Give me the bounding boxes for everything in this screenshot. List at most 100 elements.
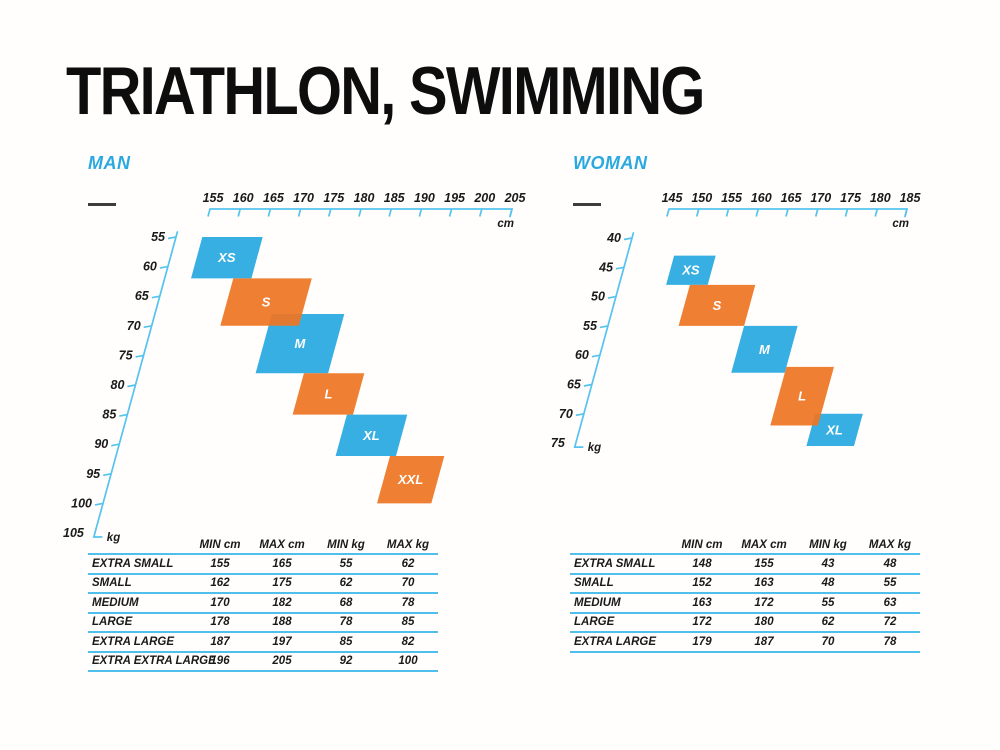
cm-tick-label: 170: [810, 191, 831, 205]
cm-axis-tick: [237, 208, 242, 217]
cm-tick-label: 165: [263, 191, 285, 205]
cm-axis-tick: [478, 208, 483, 217]
cm-tick-label: 155: [203, 191, 225, 205]
size-row-label: SMALL: [92, 577, 132, 590]
section-label-woman: WOMAN: [573, 153, 648, 173]
size-value-cell: 85: [401, 616, 415, 629]
size-region-xxl: [377, 456, 445, 504]
cm-tick-label: 160: [751, 191, 772, 205]
table-row: LARGE 178 188 78 85: [88, 614, 438, 633]
size-value-cell: 78: [401, 596, 415, 609]
kg-axis-tick: [102, 472, 112, 477]
kg-axis-tick: [143, 324, 152, 329]
kg-axis-tick: [127, 384, 136, 388]
cm-axis-tick: [297, 208, 302, 217]
cm-tick-label: 155: [721, 191, 743, 205]
size-value-cell: 55: [883, 577, 897, 590]
size-value-cell: 48: [883, 557, 897, 570]
man-size-chart: 155 160 165 170 175 180 185 190 195 200 205 cm 55 60 6…: [63, 191, 527, 544]
kg-axis-tick: [599, 325, 609, 329]
size-region-label-m: M: [759, 342, 771, 357]
size-region-label-m: M: [295, 336, 307, 351]
size-value-cell: 163: [692, 596, 712, 609]
cm-axis-tick: [695, 208, 700, 217]
kg-tick-label: 70: [559, 407, 573, 421]
size-value-cell: 43: [821, 557, 835, 570]
size-value-cell: 92: [339, 655, 353, 668]
size-value-cell: 162: [210, 577, 230, 590]
size-value-cell: 82: [401, 635, 415, 648]
cm-tick-label: 190: [414, 191, 435, 205]
size-value-cell: 188: [272, 616, 292, 629]
cm-axis-tick: [358, 208, 362, 217]
kg-tick-label: 45: [598, 260, 614, 274]
cm-axis-tick: [755, 208, 760, 217]
size-value-cell: 62: [401, 557, 415, 570]
kg-axis-tick: [119, 413, 128, 417]
cm-axis-tick: [448, 208, 453, 217]
table-header-cell: MAX cm: [259, 539, 305, 551]
size-value-cell: 187: [210, 635, 230, 648]
table-header-row: MIN cm MAX cm MIN kg MAX kg: [88, 536, 438, 555]
woman-size-chart: 145 150 155 160 165 170 175 180 185 cm 40 45 50 55 60 6…: [551, 191, 922, 454]
kg-axis-unit: kg: [107, 532, 120, 544]
size-value-cell: 63: [883, 596, 897, 609]
table-row: EXTRA EXTRA LARGE 196 205 92 100: [88, 653, 438, 672]
size-value-cell: 62: [821, 616, 835, 629]
table-header-cell: MAX kg: [386, 539, 430, 551]
cm-axis-tick: [388, 208, 393, 217]
size-region-xl: [335, 414, 408, 456]
size-value-cell: 148: [692, 557, 712, 570]
table-row: EXTRA SMALL 155 165 55 62: [88, 555, 438, 575]
kg-tick-label: 65: [135, 289, 150, 303]
size-region-l: [292, 373, 365, 415]
size-value-cell: 178: [210, 616, 230, 629]
size-value-cell: 163: [754, 577, 774, 590]
kg-tick-label: 85: [102, 408, 117, 422]
cm-axis-tick: [904, 208, 908, 217]
cm-axis-tick: [418, 208, 423, 217]
size-value-cell: 55: [339, 557, 353, 570]
size-region-m: [255, 314, 345, 374]
cm-axis-unit: cm: [892, 218, 909, 230]
size-row-label: LARGE: [92, 616, 133, 629]
cm-tick-label: 185: [900, 191, 922, 205]
size-value-cell: 68: [339, 596, 353, 609]
size-value-cell: 196: [210, 655, 230, 668]
size-row-label: EXTRA LARGE: [574, 635, 656, 648]
size-row-label: MEDIUM: [92, 596, 139, 609]
cm-axis-tick: [844, 208, 849, 217]
kg-axis-tick: [151, 295, 160, 299]
size-value-cell: 78: [339, 616, 353, 629]
cm-axis-tick: [509, 208, 513, 217]
kg-axis-tick: [623, 237, 633, 241]
kg-tick-label: 70: [127, 319, 141, 333]
size-value-cell: 70: [821, 635, 835, 648]
kg-tick-label: 55: [151, 230, 166, 244]
size-region-xl: [806, 413, 863, 446]
size-row-label: SMALL: [574, 577, 614, 590]
size-region-label-xl: XL: [362, 428, 380, 443]
size-region-s: [220, 278, 312, 326]
size-region-label-l: L: [324, 386, 332, 401]
kg-axis-unit: kg: [588, 442, 601, 454]
size-value-cell: 72: [883, 616, 897, 629]
size-value-cell: 100: [398, 655, 418, 668]
cm-axis-tick: [725, 208, 730, 217]
size-row-label: MEDIUM: [574, 596, 621, 609]
kg-axis-tick: [607, 295, 617, 299]
woman-dash-mark: [573, 203, 601, 206]
size-region-l: [770, 366, 834, 426]
cm-axis-tick: [814, 208, 819, 217]
cm-axis-unit: cm: [497, 218, 514, 230]
size-region-m: [731, 325, 798, 373]
size-value-cell: 70: [401, 577, 415, 590]
cm-tick-label: 185: [384, 191, 406, 205]
cm-tick-label: 175: [323, 191, 345, 205]
section-label-man: MAN: [88, 153, 131, 173]
size-row-label: EXTRA SMALL: [574, 557, 656, 570]
table-header-cell: MIN kg: [327, 539, 365, 551]
cm-tick-label: 205: [504, 191, 527, 205]
size-row-label: EXTRA LARGE: [92, 635, 174, 648]
size-value-cell: 48: [821, 577, 835, 590]
